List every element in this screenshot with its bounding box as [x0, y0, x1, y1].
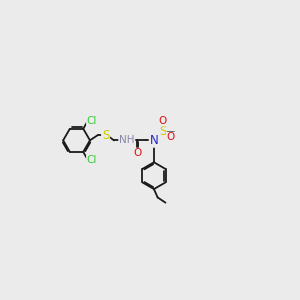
Text: S: S [102, 129, 109, 142]
Text: S: S [159, 125, 166, 138]
Text: O: O [158, 116, 166, 126]
Text: O: O [133, 148, 141, 158]
Text: O: O [167, 132, 175, 142]
Text: NH: NH [119, 135, 134, 145]
Text: N: N [150, 134, 158, 147]
Text: Cl: Cl [87, 116, 97, 126]
Text: Cl: Cl [87, 155, 97, 165]
